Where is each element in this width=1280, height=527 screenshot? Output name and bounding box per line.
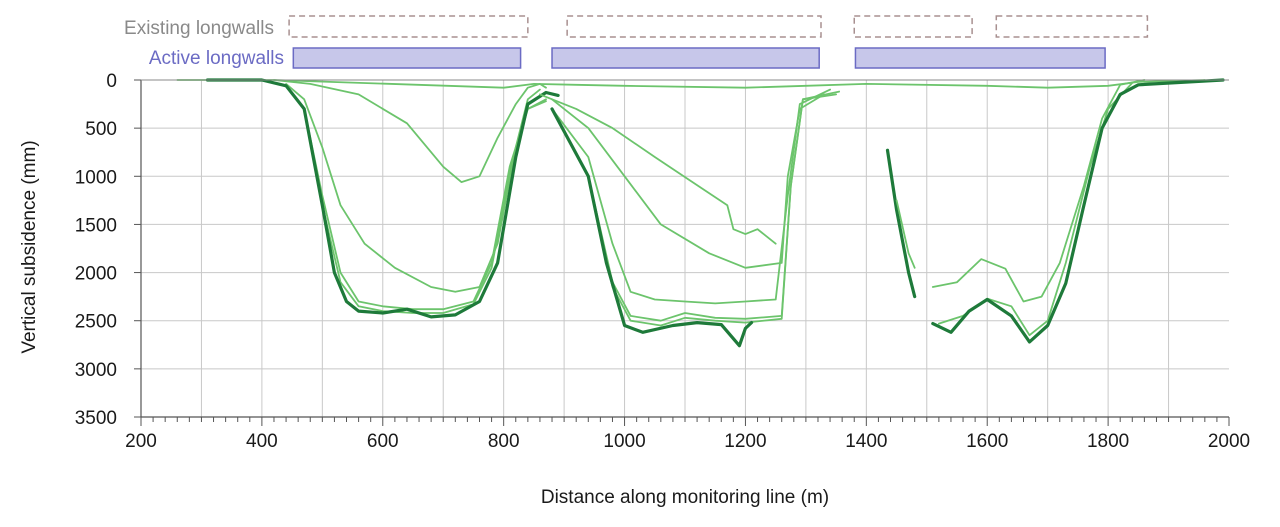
x-tick-label: 2000 [1208, 431, 1250, 452]
existing-longwall-box [566, 15, 822, 38]
y-tick-label: 500 [85, 119, 117, 140]
series-line-4 [285, 84, 547, 311]
legend-existing-label: Existing longwalls [124, 18, 274, 39]
series-line-9 [551, 88, 831, 305]
series-line-6 [205, 78, 560, 319]
y-tick-label: 3000 [75, 360, 117, 381]
x-tick-label: 1600 [966, 431, 1008, 452]
axes-layer [134, 79, 1230, 426]
active-longwall-box [854, 47, 1106, 69]
x-tick-label: 400 [246, 431, 278, 452]
y-axis-title: Vertical subsidence (mm) [19, 140, 40, 353]
active-longwall-box [551, 47, 820, 69]
x-tick-label: 1000 [603, 431, 645, 452]
series-line-7 [539, 93, 777, 245]
y-tick-label: 1000 [75, 167, 117, 188]
grid-layer [141, 80, 1229, 417]
x-axis-title: Distance along monitoring line (m) [541, 487, 829, 508]
series-layer [176, 78, 1225, 348]
x-tick-label: 1800 [1087, 431, 1129, 452]
existing-longwall-box [853, 15, 973, 38]
series-line-2 [273, 79, 547, 183]
y-tick-label: 0 [106, 71, 117, 92]
active-longwall-box [292, 47, 522, 69]
series-line-1 [176, 79, 1206, 89]
ticks-layer: 200 400 600 800 1000 1200 1400 1600 1800 2000 0 500… [75, 71, 1250, 452]
existing-longwall-box [288, 15, 529, 38]
series-line-15 [931, 79, 1146, 303]
series-line-14 [895, 199, 916, 269]
y-tick-label: 3500 [75, 408, 117, 429]
existing-longwall-box [995, 15, 1149, 38]
y-tick-label: 2500 [75, 312, 117, 333]
x-tick-label: 800 [488, 431, 520, 452]
y-tick-label: 2000 [75, 264, 117, 285]
series-line-3 [285, 83, 541, 293]
y-tick-label: 1500 [75, 215, 117, 236]
x-tick-label: 1200 [724, 431, 766, 452]
x-tick-label: 200 [125, 431, 157, 452]
series-line-8 [551, 93, 825, 269]
series-line-13 [885, 148, 917, 299]
x-tick-label: 600 [367, 431, 399, 452]
x-tick-label: 1400 [845, 431, 887, 452]
series-line-17 [931, 78, 1225, 344]
legend-active-label: Active longwalls [149, 48, 284, 69]
series-line-12 [550, 107, 754, 348]
legend-layer: Existing longwalls Active longwalls [124, 15, 1149, 69]
